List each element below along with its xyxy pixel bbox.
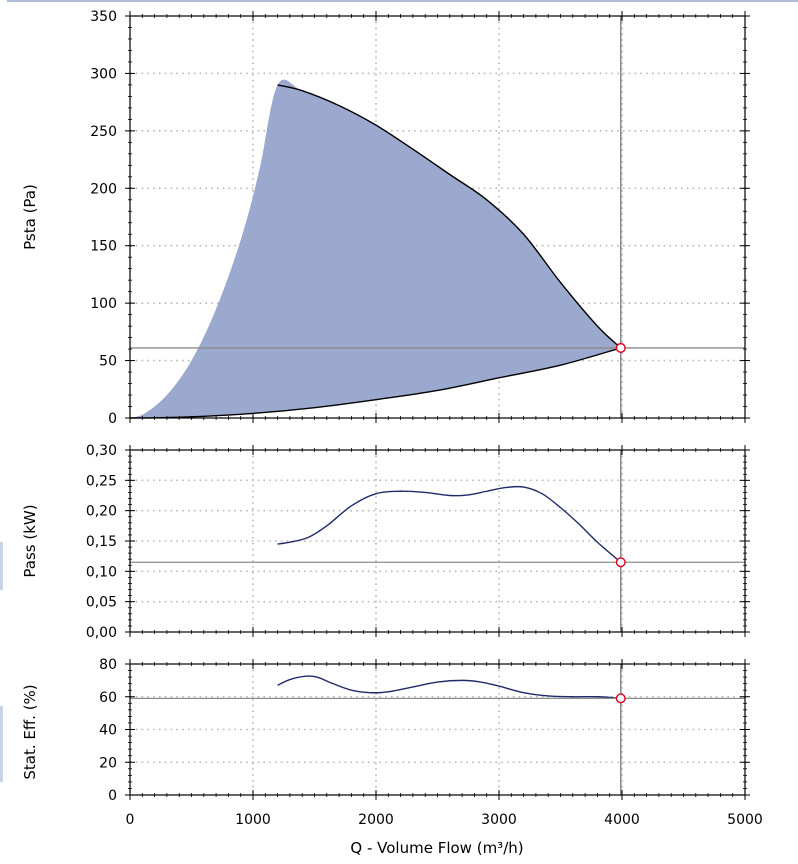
x-tick-label: 3000 <box>481 812 517 828</box>
power-grid <box>130 450 745 632</box>
x-tick-label: 4000 <box>604 812 640 828</box>
left-edge-tab <box>0 706 3 782</box>
x-tick-label: 5000 <box>727 812 763 828</box>
x-tick-label: 2000 <box>358 812 394 828</box>
power-y-tick-label: 0,30 <box>86 443 117 459</box>
pressure-y-tick-label: 200 <box>90 181 117 197</box>
efficiency-curve <box>277 675 621 700</box>
pressure-data <box>129 16 745 419</box>
pressure-operating-point <box>615 342 626 353</box>
power-y-ticks: 0,00 0,05 0,10 0,15 0,20 0,25 0,30 <box>86 443 117 641</box>
efficiency-y-tick-label: 60 <box>99 690 117 706</box>
power-y-axis-title: Pass (kW) <box>21 504 39 577</box>
pressure-y-tick-label: 100 <box>90 296 117 312</box>
power-y-tick-label: 0,25 <box>86 473 117 489</box>
pressure-y-tick-label: 0 <box>108 411 117 427</box>
top-border <box>7 0 798 2</box>
efficiency-y-tick-label: 80 <box>99 657 117 673</box>
x-axis-ticks: 0 1000 2000 3000 4000 5000 <box>126 812 763 828</box>
pressure-y-tick-label: 150 <box>90 239 117 255</box>
x-tick-label: 1000 <box>235 812 271 828</box>
efficiency-data <box>130 664 745 795</box>
power-operating-point <box>615 557 626 568</box>
pressure-y-tick-label: 250 <box>90 124 117 140</box>
efficiency-y-tick-label: 40 <box>99 723 117 739</box>
efficiency-y-tick-label: 20 <box>99 755 117 771</box>
pressure-panel: 0 50 100 150 200 250 300 350 Psta (Pa) <box>21 9 750 427</box>
pressure-y-ticks: 0 50 100 150 200 250 300 350 <box>90 9 117 427</box>
pressure-y-tick-label: 50 <box>99 354 117 370</box>
power-y-tick-label: 0,15 <box>86 534 117 550</box>
efficiency-y-tick-label: 0 <box>108 788 117 804</box>
pressure-y-tick-label: 300 <box>90 66 117 82</box>
power-data <box>130 450 745 632</box>
left-edge-tab <box>0 542 3 590</box>
efficiency-panel: 0 20 40 60 80 Stat. Eff. (%) <box>21 657 750 804</box>
max-pressure-curve <box>277 84 622 349</box>
power-panel: 0,00 0,05 0,10 0,15 0,20 0,25 0,30 Pass (kW) <box>21 443 750 641</box>
pressure-envelope-area <box>130 79 621 418</box>
pressure-frame <box>125 11 750 423</box>
power-y-tick-label: 0,00 <box>86 625 117 641</box>
efficiency-frame <box>125 659 750 800</box>
power-y-tick-label: 0,20 <box>86 504 117 520</box>
efficiency-grid <box>130 664 745 795</box>
x-tick-label: 0 <box>126 812 135 828</box>
efficiency-y-ticks: 0 20 40 60 80 <box>99 657 117 804</box>
power-frame <box>125 445 750 637</box>
pressure-y-tick-label: 350 <box>90 9 117 25</box>
x-axis-title: Q - Volume Flow (m³/h) <box>350 839 523 857</box>
power-y-tick-label: 0,05 <box>86 595 117 611</box>
pressure-y-axis-title: Psta (Pa) <box>21 184 39 250</box>
power-curve <box>277 485 622 563</box>
efficiency-operating-point <box>615 693 626 704</box>
power-y-tick-label: 0,10 <box>86 564 117 580</box>
efficiency-y-axis-title: Stat. Eff. (%) <box>21 684 39 779</box>
